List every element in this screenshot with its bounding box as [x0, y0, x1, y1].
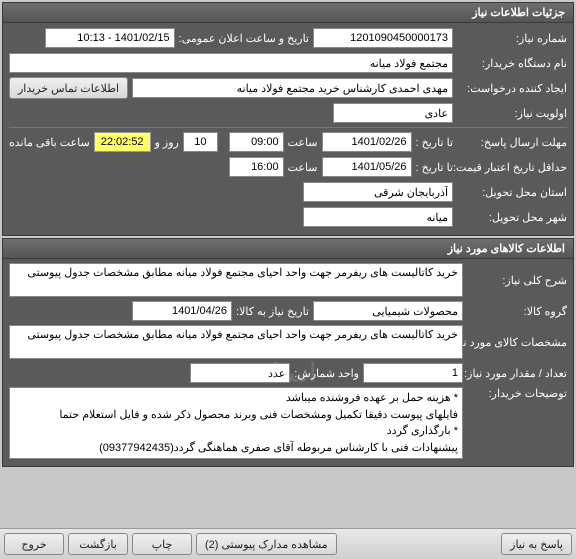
requester-label: ایجاد کننده درخواست:	[457, 82, 567, 95]
panel1-body: شماره نیاز: تاریخ و ساعت اعلان عمومی: نا…	[3, 23, 573, 235]
reply-date-field	[322, 132, 412, 152]
goods-info-panel: اطلاعات کالاهای مورد نیاز استاد شرح کلی …	[2, 238, 574, 467]
province-field	[303, 182, 453, 202]
province-label: استان محل تحویل:	[457, 186, 567, 199]
summary-label: شرح کلی نیاز:	[467, 274, 567, 287]
price-valid-label: حداقل تاریخ اعتبار قیمت:	[457, 161, 567, 174]
buyer-contact-button[interactable]: اطلاعات تماس خریدار	[9, 77, 128, 99]
panel1-header: جزئیات اطلاعات نیاز	[3, 3, 573, 23]
print-button[interactable]: چاپ	[132, 533, 192, 555]
need-details-panel: جزئیات اطلاعات نیاز شماره نیاز: تاریخ و …	[2, 2, 574, 236]
notes-field[interactable]: * هزینه حمل بر عهده فروشنده میباشد فایله…	[9, 387, 463, 459]
remain-label: ساعت باقی مانده	[9, 136, 90, 149]
unit-label: واحد شمارش:	[294, 367, 359, 380]
priority-label: اولویت نیاز:	[457, 107, 567, 120]
buyer-name-field	[9, 53, 453, 73]
reply-time-field	[229, 132, 284, 152]
panel2-header: اطلاعات کالاهای مورد نیاز	[3, 239, 573, 259]
price-time-field	[229, 157, 284, 177]
priority-field	[333, 103, 453, 123]
need-number-field[interactable]	[313, 28, 453, 48]
price-date-field	[322, 157, 412, 177]
spec-label: مشخصات کالای مورد نیاز:	[467, 336, 567, 349]
qty-field[interactable]	[363, 363, 463, 383]
view-attachments-button[interactable]: مشاهده مدارک پیوستی (2)	[196, 533, 337, 555]
notes-label: توضیحات خریدار:	[467, 387, 567, 400]
city-field	[303, 207, 453, 227]
time-label-1: ساعت	[288, 136, 318, 149]
bottom-toolbar: خروج بازگشت چاپ مشاهده مدارک پیوستی (2) …	[0, 528, 576, 559]
exit-button[interactable]: خروج	[4, 533, 64, 555]
panel2-body: استاد شرح کلی نیاز: خرید کاتالیست های ری…	[3, 259, 573, 466]
time-label-2: ساعت	[288, 161, 318, 174]
group-label: گروه کالا:	[467, 305, 567, 318]
to-date-label-1: تا تاریخ :	[416, 136, 453, 149]
back-button[interactable]: بازگشت	[68, 533, 128, 555]
need-until-label: تاریخ نیاز به کالا:	[236, 305, 309, 318]
note-line-3: * بارگذاری گردد	[14, 423, 458, 440]
days-remaining-field	[183, 132, 218, 152]
announce-label: تاریخ و ساعت اعلان عمومی:	[179, 32, 309, 45]
days-label: روز و	[155, 136, 179, 149]
group-field	[313, 301, 463, 321]
need-until-field	[132, 301, 232, 321]
requester-field	[132, 78, 453, 98]
spec-field[interactable]: خرید کاتالیست های ریفرمر جهت واحد احیای …	[9, 325, 463, 359]
buyer-name-label: نام دستگاه خریدار:	[457, 57, 567, 70]
note-line-4: پیشنهادات فنی با کارشناس مربوطه آقای صفر…	[14, 440, 458, 457]
city-label: شهر محل تحویل:	[457, 211, 567, 224]
qty-label: تعداد / مقدار مورد نیاز:	[467, 367, 567, 380]
unit-field	[190, 363, 290, 383]
reply-button[interactable]: پاسخ به نیاز	[501, 533, 572, 555]
reply-deadline-label: مهلت ارسال پاسخ:	[457, 136, 567, 149]
note-line-2: فایلهای پیوست دقیقا تکمیل ومشخصات فنی وب…	[14, 407, 458, 424]
time-remaining-box: 22:02:52	[94, 132, 151, 152]
need-number-label: شماره نیاز:	[457, 32, 567, 45]
to-date-label-2: تا تاریخ :	[416, 161, 453, 174]
announce-field	[45, 28, 175, 48]
note-line-1: * هزینه حمل بر عهده فروشنده میباشد	[14, 390, 458, 407]
summary-field[interactable]: خرید کاتالیست های ریفرمر جهت واحد احیای …	[9, 263, 463, 297]
